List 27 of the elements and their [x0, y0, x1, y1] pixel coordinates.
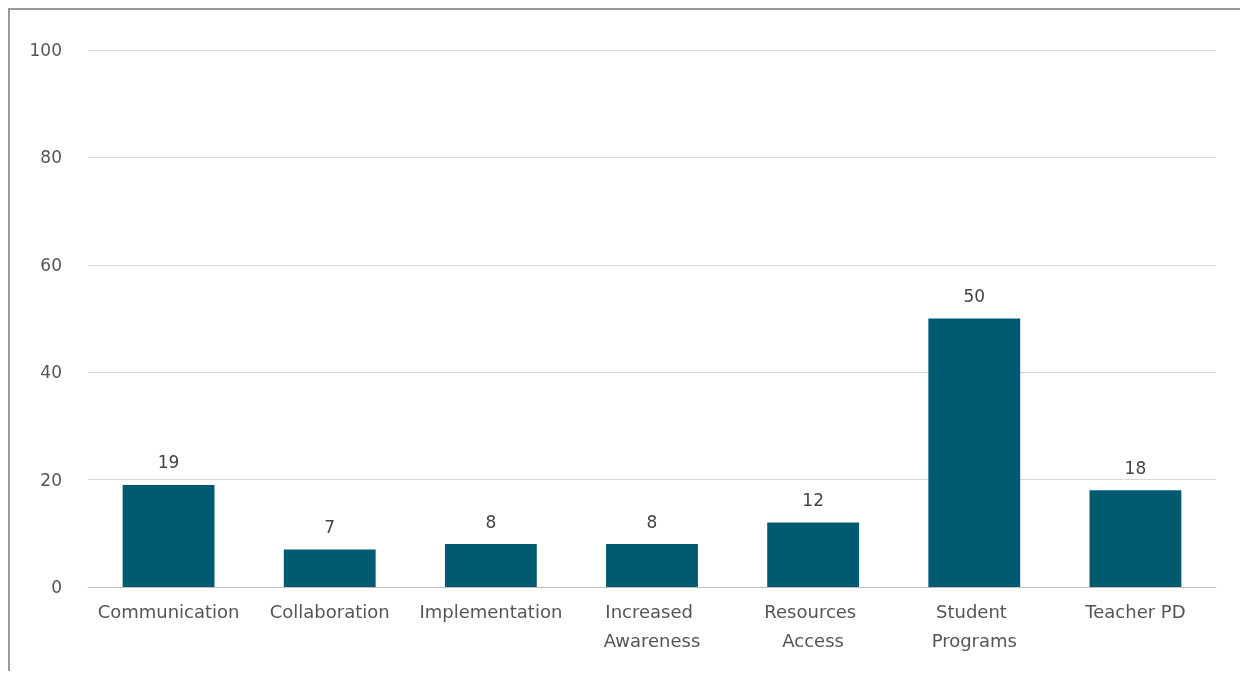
- x-tick-label: Implementation: [419, 601, 563, 622]
- data-label: 7: [324, 516, 336, 537]
- x-tick-label: Student Programs: [931, 601, 1017, 651]
- x-tick-label: Communication: [97, 601, 240, 622]
- data-label: 50: [963, 286, 986, 306]
- x-tick-label: Collaboration: [269, 601, 390, 622]
- data-label: 19: [157, 452, 180, 473]
- x-tick-label: Resources Access: [764, 601, 862, 651]
- data-label: 8: [485, 511, 497, 532]
- data-label: 8: [646, 511, 658, 532]
- y-tick-label: 80: [40, 147, 62, 168]
- y-tick-label: 60: [40, 254, 62, 275]
- bar: [767, 522, 860, 587]
- bar: [283, 549, 376, 587]
- y-tick-label: 0: [51, 577, 62, 597]
- y-tick-label: 20: [40, 469, 62, 490]
- y-tick-label: 100: [29, 40, 62, 60]
- y-tick-label: 40: [40, 362, 62, 383]
- bar: [444, 544, 537, 587]
- data-label: 12: [802, 490, 824, 511]
- x-tick-label: Teacher PD: [1084, 601, 1186, 622]
- bar: [122, 484, 215, 587]
- x-tick-label: Increased Awareness: [603, 601, 701, 651]
- bar: [606, 544, 698, 587]
- bar: [1089, 490, 1182, 587]
- bar: [928, 318, 1021, 587]
- data-label: 18: [1124, 457, 1147, 478]
